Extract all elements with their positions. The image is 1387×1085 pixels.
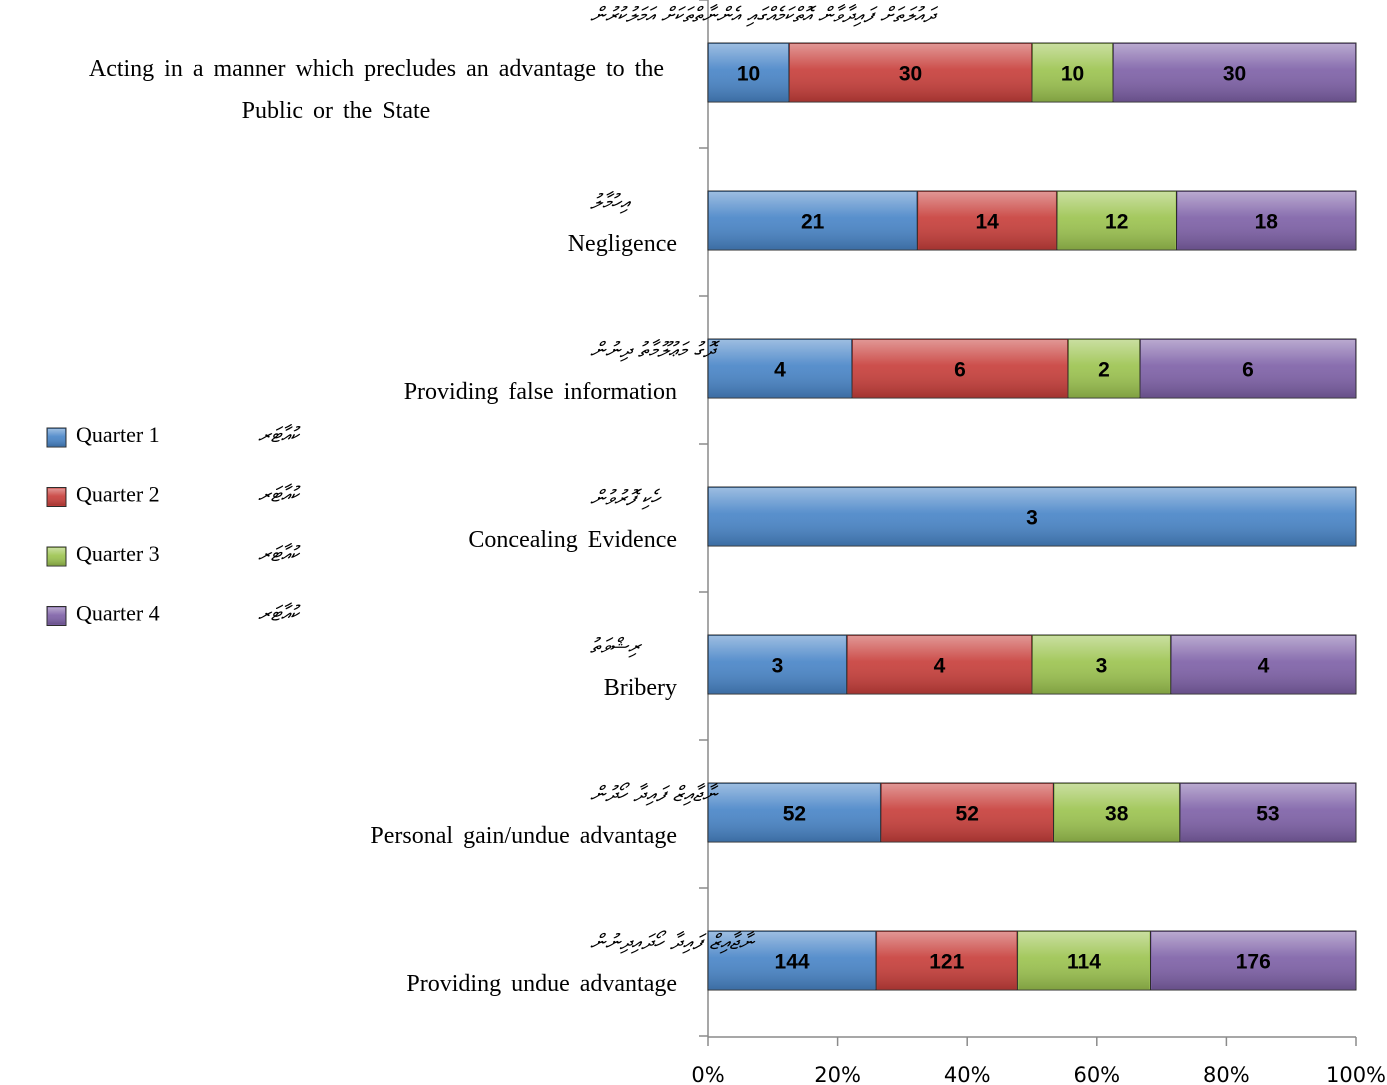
bar-segment-shine <box>847 636 1031 693</box>
bar-segment-shine <box>1057 192 1176 249</box>
category-label-dhivehi: ހެކި ފޮރުވުން <box>590 486 662 510</box>
bar-segment-shine <box>1177 192 1355 249</box>
data-label: 10 <box>1061 63 1084 86</box>
data-label: 2 <box>1098 359 1110 382</box>
category-label-dhivehi: އިހުމާލު <box>590 190 631 214</box>
legend-label-dhivehi: ކުއާޓަރ <box>258 542 301 566</box>
data-label: 144 <box>775 951 810 974</box>
category-labels: ދައުލަތަށް ފައިދާވާން އޮތްކަމެއްގައި އެނ… <box>89 3 939 997</box>
bar-segment-shine <box>709 488 1355 545</box>
category-label-dhivehi: ދޮގު މަޢުލޫމާތު ދިނުން <box>590 338 720 362</box>
bar-segment-shine <box>709 340 851 397</box>
category-label-dhivehi: ނާޖާއިޒް ފައިދާ ހޯދައިދިނުން <box>590 930 756 954</box>
data-label: 10 <box>737 63 760 86</box>
bar-segment-shine <box>790 44 1031 101</box>
category-label: Negligence <box>568 231 677 257</box>
data-label: 4 <box>1258 655 1270 678</box>
legend-label: Quarter 2 <box>76 482 160 507</box>
bar-segment-shine <box>709 932 876 989</box>
category-label-dhivehi: ރިޝްވަތު <box>590 634 643 658</box>
category-label-dhivehi: ދައުލަތަށް ފައިދާވާން އޮތްކަމެއްގައި އެނ… <box>590 3 939 27</box>
category-label: Acting in a manner which precludes an ad… <box>89 56 664 82</box>
x-tick-label: 0% <box>691 1063 724 1085</box>
data-label: 18 <box>1255 211 1279 234</box>
legend: Quarter 1 ކުއާޓަރ Quarter 2 ކުއާޓަރ Quarter … <box>46 422 301 626</box>
bar-segment-shine <box>709 636 846 693</box>
bar-segment-shine <box>1114 44 1355 101</box>
bar-segment-shine <box>1054 784 1179 841</box>
data-label: 30 <box>899 63 922 86</box>
data-label: 6 <box>954 359 966 382</box>
category-label: Personal gain/undue advantage <box>370 823 677 849</box>
bar-segment-shine <box>709 44 788 101</box>
data-label: 6 <box>1242 359 1254 382</box>
bar-segment-shine <box>1171 636 1355 693</box>
bars-group: 10 30 10 30 21 14 12 18 4 6 2 6 3 3 4 3 4 52 52 38 53 144 121 1… <box>707 42 1357 991</box>
legend-swatch-shine <box>48 607 65 625</box>
data-label: 4 <box>934 655 946 678</box>
data-label: 53 <box>1256 803 1279 826</box>
data-label: 38 <box>1105 803 1129 826</box>
category-label: Providing undue advantage <box>406 971 677 997</box>
bar-segment-shine <box>1018 932 1150 989</box>
category-label: Providing false information <box>404 379 677 405</box>
data-label: 12 <box>1105 211 1128 234</box>
bar-segment-shine <box>1141 340 1355 397</box>
bar-segment-shine <box>1180 784 1355 841</box>
data-label: 21 <box>801 211 825 234</box>
data-label: 14 <box>975 211 999 234</box>
bar-segment-shine <box>1033 636 1170 693</box>
x-tick-label: 100% <box>1326 1063 1386 1085</box>
bar-segment-shine <box>1069 340 1139 397</box>
data-label: 121 <box>929 951 964 974</box>
legend-swatch-shine <box>48 488 65 506</box>
x-tick-label: 80% <box>1203 1063 1250 1085</box>
bar-segment-shine <box>1151 932 1355 989</box>
bar-segment-shine <box>853 340 1067 397</box>
category-label: Bribery <box>604 675 677 701</box>
bar-segment-shine <box>877 932 1017 989</box>
data-label: 30 <box>1223 63 1246 86</box>
legend-swatch-shine <box>48 548 65 565</box>
category-label-line2: Public or the State <box>242 98 431 124</box>
data-label: 4 <box>774 359 786 382</box>
legend-label-dhivehi: ކުއާޓަރ <box>258 602 301 626</box>
bar-segment-shine <box>918 192 1056 249</box>
legend-label: Quarter 3 <box>76 541 160 566</box>
x-tick-label: 20% <box>814 1063 861 1085</box>
data-label: 114 <box>1067 951 1101 974</box>
x-tick-labels: 0% 20% 40% 60% 80% 100% <box>691 1063 1386 1085</box>
bar-segment-shine <box>709 784 880 841</box>
data-label: 3 <box>772 655 784 678</box>
category-label-dhivehi: ނާޖާއިޒް ފައިދާ ހޯދުން <box>590 782 719 806</box>
category-label: Concealing Evidence <box>468 527 677 553</box>
bar-segment-shine <box>709 192 917 249</box>
data-label: 52 <box>783 803 806 826</box>
legend-label: Quarter 4 <box>76 601 160 626</box>
data-label: 52 <box>956 803 979 826</box>
legend-label: Quarter 1 <box>76 422 160 447</box>
x-tick-label: 40% <box>944 1063 991 1085</box>
data-label: 3 <box>1026 507 1038 530</box>
bar-segment-shine <box>1033 44 1112 101</box>
legend-label-dhivehi: ކުއާޓަރ <box>258 483 301 507</box>
legend-swatch-shine <box>48 429 65 446</box>
data-label: 176 <box>1236 951 1271 974</box>
data-label: 3 <box>1096 655 1108 678</box>
legend-label-dhivehi: ކުއާޓަރ <box>258 423 301 447</box>
bar-segment-shine <box>881 784 1053 841</box>
x-tick-label: 60% <box>1073 1063 1120 1085</box>
